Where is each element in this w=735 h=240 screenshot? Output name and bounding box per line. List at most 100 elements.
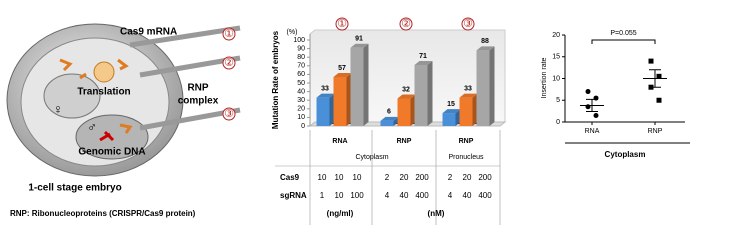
value-label: 71 xyxy=(419,53,427,60)
bar-top xyxy=(350,43,369,48)
route-label: ② xyxy=(224,57,234,69)
row-label: sgRNA xyxy=(280,191,307,200)
table-cell: 2 xyxy=(448,173,453,182)
table-cell: 100 xyxy=(350,191,364,200)
x-tick-label: RNA xyxy=(332,138,347,145)
table-cell: 20 xyxy=(400,173,409,182)
error-bar xyxy=(649,69,661,88)
table-cell: 20 xyxy=(463,173,472,182)
dna-label: Genomic DNA xyxy=(78,147,145,158)
mrna-label: Cas9 mRNA xyxy=(120,27,177,38)
molecules xyxy=(59,58,133,134)
y-tick-label: 5 xyxy=(556,97,560,104)
bar-top xyxy=(380,116,399,121)
y-tick-label: 50 xyxy=(297,80,305,87)
y-tick-label: 60 xyxy=(297,71,305,78)
route-badge xyxy=(222,27,236,41)
bar xyxy=(397,98,411,126)
translation-label: Translation xyxy=(77,87,130,98)
bar-side xyxy=(455,109,461,126)
route-label: ③ xyxy=(224,108,234,120)
bar xyxy=(380,120,394,126)
male-symbol: ♂ xyxy=(87,119,97,134)
bar xyxy=(316,97,330,126)
y-tick-label: 10 xyxy=(552,75,560,82)
footnote: RNP: Ribonucleoproteins (CRISPR/Cas9 pro… xyxy=(10,209,196,218)
bar xyxy=(476,50,490,126)
y-tick-label: 40 xyxy=(297,88,305,95)
group-label: ③ xyxy=(463,18,473,30)
group-badge xyxy=(335,17,349,31)
table-cell: 400 xyxy=(478,191,492,200)
y-tick-label: 0 xyxy=(556,119,560,126)
value-label: 33 xyxy=(464,85,472,92)
dna-cut xyxy=(99,130,115,142)
x-tick-label: RNP xyxy=(397,138,412,145)
table-cell: 4 xyxy=(448,191,453,200)
bar-side xyxy=(346,72,352,126)
table-cell: 10 xyxy=(318,173,327,182)
figure: Cas9 mRNA ① ② ③ RNP complex Translation … xyxy=(6,17,690,225)
x-tick-label: RNA xyxy=(585,128,600,135)
bar-side xyxy=(363,43,369,126)
location-label: Pronucleus xyxy=(448,154,484,161)
bar xyxy=(414,64,428,126)
value-label: 33 xyxy=(321,85,329,92)
table-cell: 40 xyxy=(463,191,472,200)
route-badge xyxy=(222,107,236,121)
point xyxy=(656,97,662,103)
y-tick-label: 90 xyxy=(297,45,305,52)
bar-side xyxy=(410,94,416,126)
value-label: 32 xyxy=(402,86,410,93)
unit-label: (%) xyxy=(287,29,298,36)
significance-bracket xyxy=(591,39,656,44)
group-label: ② xyxy=(401,18,411,30)
bar-side xyxy=(472,93,478,126)
bar xyxy=(333,76,347,126)
y-axis-label: Insertion rate xyxy=(541,57,548,98)
x-tick-label: RNP xyxy=(459,138,474,145)
route-label: ① xyxy=(224,28,234,40)
value-label: 91 xyxy=(355,36,363,43)
bar-top xyxy=(459,93,478,98)
ribosome xyxy=(93,61,115,83)
unit-label: (ng/ml) xyxy=(327,209,354,218)
needle-1 xyxy=(129,25,241,48)
point xyxy=(593,112,599,118)
unit-label: (nM) xyxy=(428,209,445,218)
point xyxy=(656,73,662,79)
bar xyxy=(459,97,473,126)
bar-top xyxy=(476,46,495,51)
route-badge xyxy=(222,56,236,70)
bar-top xyxy=(442,109,461,114)
bar-top xyxy=(333,72,352,77)
group-badge xyxy=(399,17,413,31)
bar-side xyxy=(427,60,433,126)
table-cell: 4 xyxy=(385,191,390,200)
table-cell: 200 xyxy=(415,173,429,182)
y-tick-label: 100 xyxy=(293,37,305,44)
y-axis-label: Mutation Rate of embryos xyxy=(271,30,280,129)
table-cell: 10 xyxy=(335,173,344,182)
error-bar xyxy=(586,98,598,113)
point xyxy=(585,89,591,95)
female-symbol: ♀ xyxy=(53,101,63,116)
y-tick-label: 15 xyxy=(552,54,560,61)
table-cell: 40 xyxy=(400,191,409,200)
point xyxy=(648,58,654,64)
bar-top xyxy=(316,93,335,98)
bar-top xyxy=(414,60,433,65)
x-tick-label: RNP xyxy=(648,128,663,135)
bar-top xyxy=(397,94,416,99)
x-axis-label: Cytoplasm xyxy=(605,150,646,159)
y-tick-label: 80 xyxy=(297,54,305,61)
table-cell: 400 xyxy=(415,191,429,200)
value-label: 88 xyxy=(481,38,489,45)
embryo-diagram: Cas9 mRNA ① ② ③ RNP complex Translation … xyxy=(6,23,241,218)
caption: 1-cell stage embryo xyxy=(28,183,121,194)
table-cell: 10 xyxy=(335,191,344,200)
y-tick-label: 70 xyxy=(297,63,305,70)
annotation: P=0.055 xyxy=(610,30,636,37)
y-tick-label: 20 xyxy=(297,106,305,113)
